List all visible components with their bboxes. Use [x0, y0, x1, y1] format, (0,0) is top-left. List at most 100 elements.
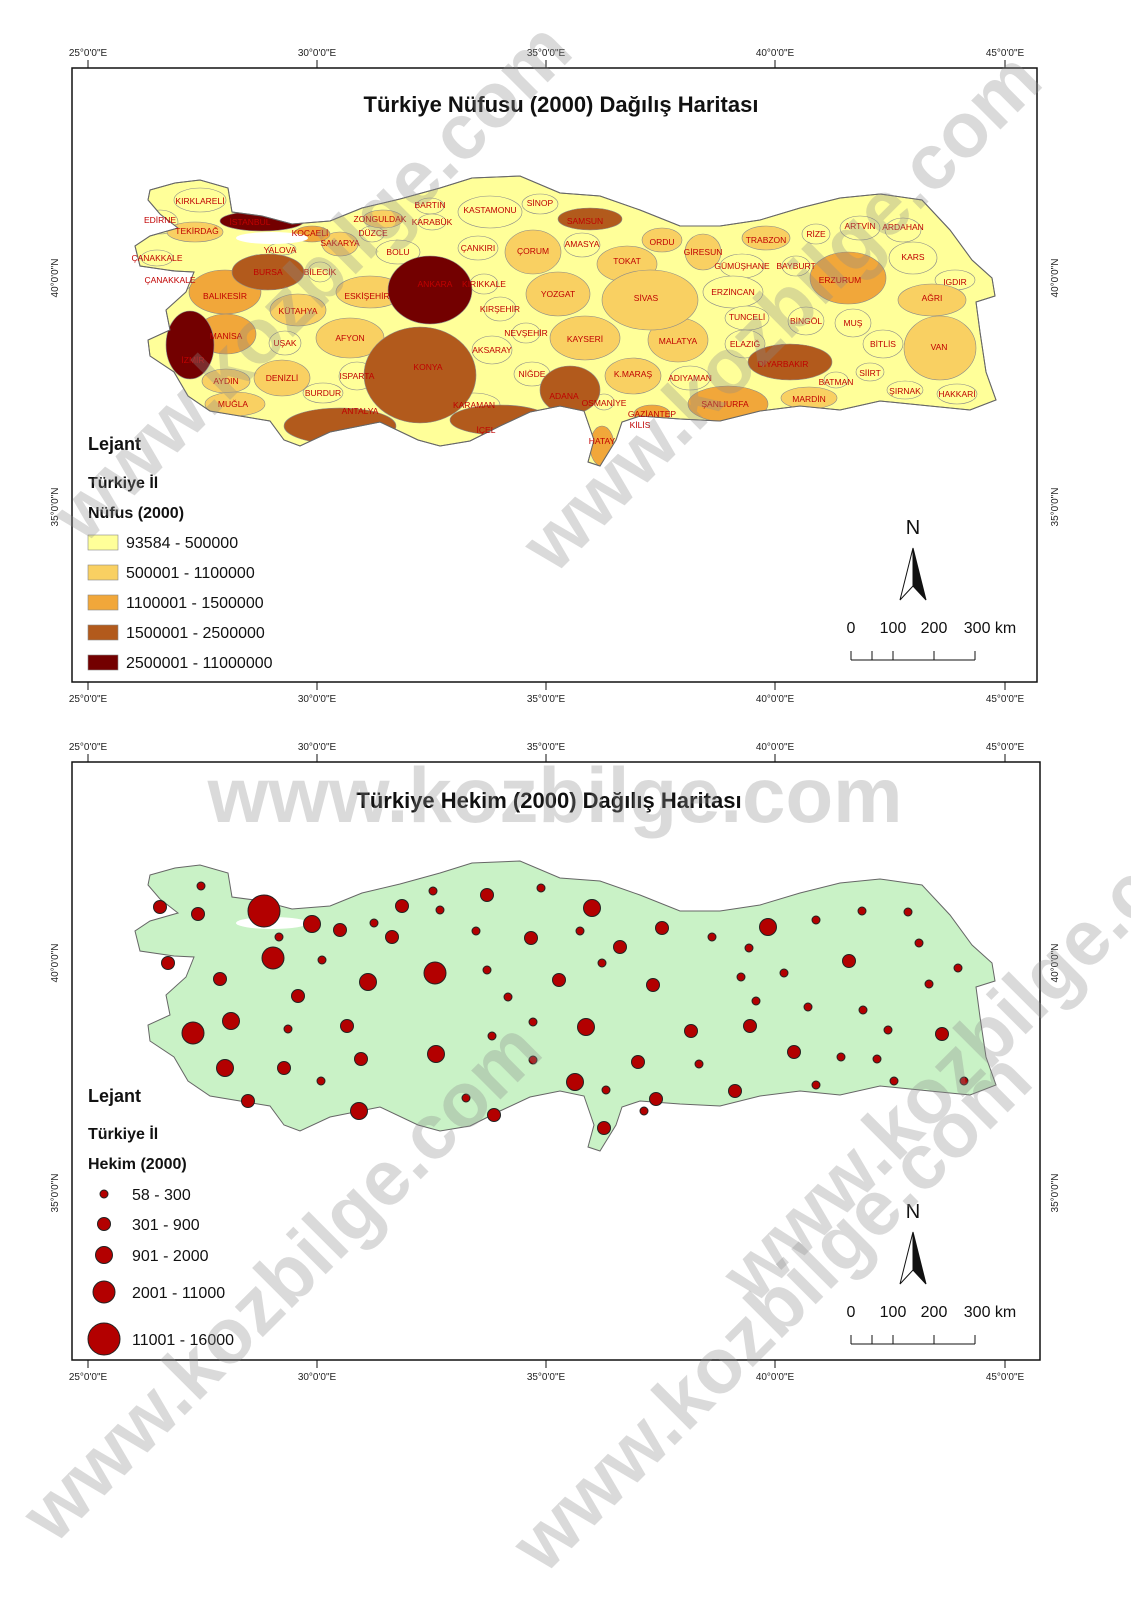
- longitude-label: 30°0'0"E: [298, 694, 337, 705]
- scale-label: 200: [921, 620, 948, 637]
- province-label: ELAZIĞ: [730, 339, 760, 349]
- north-label: N: [906, 517, 920, 539]
- province-area: [269, 293, 327, 327]
- physician-symbol: [261, 946, 285, 970]
- physician-map: 25°0'0"E 25°0'0"E 30°0'0"E 30°0'0"E 35°0'0"E…: [50, 742, 1061, 1383]
- physician-symbol: [575, 926, 585, 936]
- physician-symbol: [751, 996, 761, 1006]
- province-area: [165, 310, 215, 380]
- province-label: BAYBURT: [776, 261, 815, 271]
- map-frame: [71, 67, 1038, 683]
- longitude-label: 25°0'0"E: [69, 48, 108, 59]
- physician-symbol: [842, 954, 856, 968]
- province-area: [483, 296, 517, 322]
- province-area: [307, 261, 333, 283]
- province-area: [173, 187, 227, 213]
- physician-symbol: [340, 1019, 354, 1033]
- province-label: TRABZON: [746, 235, 787, 245]
- province-area: [809, 251, 887, 305]
- legend-symbol: [87, 1322, 121, 1356]
- latitude-label: 35°0'0"N: [50, 1174, 61, 1213]
- province-area: [457, 235, 499, 261]
- province-label: GAZİANTEP: [628, 409, 677, 419]
- province-label: ERZURUM: [819, 275, 862, 285]
- physician-symbol: [536, 883, 546, 893]
- province-area: [525, 271, 591, 317]
- physician-symbol: [953, 963, 963, 973]
- province-area: [724, 329, 766, 359]
- province-area: [823, 371, 849, 389]
- province-area: [166, 221, 224, 243]
- physician-symbol: [787, 1045, 801, 1059]
- physician-symbol: [577, 1018, 595, 1036]
- legend-swatch: [87, 654, 119, 671]
- province-label: KARABÜK: [412, 217, 453, 227]
- province-area: [862, 329, 904, 359]
- longitude-label: 25°0'0"E: [69, 742, 108, 753]
- longitude-label: 45°0'0"E: [986, 1372, 1025, 1383]
- map-frame: [71, 761, 1041, 1361]
- province-label: BATMAN: [819, 377, 854, 387]
- province-patches: [140, 187, 978, 466]
- province-area: [504, 229, 562, 275]
- province-area: [669, 365, 711, 391]
- physician-symbol: [684, 1024, 698, 1038]
- physician-symbol: [359, 973, 377, 991]
- physician-symbol: [487, 1031, 497, 1041]
- physician-symbol: [153, 900, 167, 914]
- province-label: IGDIR: [943, 277, 967, 287]
- longitude-label: 35°0'0"E: [527, 694, 566, 705]
- north-arrow: [912, 547, 927, 601]
- province-area: [834, 308, 872, 338]
- province-label: HAKKARİ: [938, 389, 975, 399]
- province-label: ORDU: [649, 237, 674, 247]
- legend-label: 1500001 - 2500000: [126, 625, 265, 642]
- physician-symbol: [959, 1076, 969, 1086]
- province-label: SİNOP: [527, 198, 554, 208]
- province-label: KIRIKKALE: [462, 279, 506, 289]
- province-label: MUŞ: [844, 318, 863, 328]
- physician-symbol: [639, 1106, 649, 1116]
- physician-symbol: [903, 907, 913, 917]
- province-area: [888, 241, 938, 275]
- longitude-label: 45°0'0"E: [986, 742, 1025, 753]
- legend-label: 58 - 300: [132, 1187, 191, 1204]
- province-label: KARS: [901, 252, 924, 262]
- province-label: AMASYA: [565, 239, 600, 249]
- province-area: [903, 315, 977, 381]
- province-label: KASTAMONU: [463, 205, 516, 215]
- physician-symbol: [707, 932, 717, 942]
- scale-label: 100: [880, 620, 907, 637]
- physician-symbol: [395, 899, 409, 913]
- physician-symbol: [428, 886, 438, 896]
- physician-symbol: [552, 973, 566, 987]
- province-label: AKSARAY: [472, 345, 512, 355]
- scale-label: 100: [880, 1304, 907, 1321]
- physician-symbol: [528, 1017, 538, 1027]
- legend-label: 1100001 - 1500000: [126, 595, 264, 612]
- physician-symbol: [924, 979, 934, 989]
- scale-label: 200: [921, 1304, 948, 1321]
- longitude-label: 45°0'0"E: [986, 48, 1025, 59]
- physician-symbol: [482, 965, 492, 975]
- physician-symbol: [728, 1084, 742, 1098]
- province-area: [702, 275, 764, 309]
- physician-symbol: [216, 1059, 234, 1077]
- province-label: SİVAS: [634, 293, 659, 303]
- physician-symbol: [161, 956, 175, 970]
- physician-symbol: [528, 1055, 538, 1065]
- legend-label: 901 - 2000: [132, 1248, 209, 1265]
- legend-title: Lejant: [88, 434, 141, 454]
- physician-symbol: [283, 1024, 293, 1034]
- longitude-label: 30°0'0"E: [298, 48, 337, 59]
- province-label: KONYA: [413, 362, 442, 372]
- province-label: UŞAK: [273, 338, 296, 348]
- province-label: SAMSUN: [567, 216, 603, 226]
- province-area: [839, 215, 881, 241]
- country-border: [134, 175, 997, 467]
- province-area: [417, 213, 447, 231]
- province-label: NİĞDE: [519, 369, 546, 379]
- province-label: BARTIN: [414, 200, 445, 210]
- province-area: [884, 217, 922, 243]
- physician-symbol: [601, 1085, 611, 1095]
